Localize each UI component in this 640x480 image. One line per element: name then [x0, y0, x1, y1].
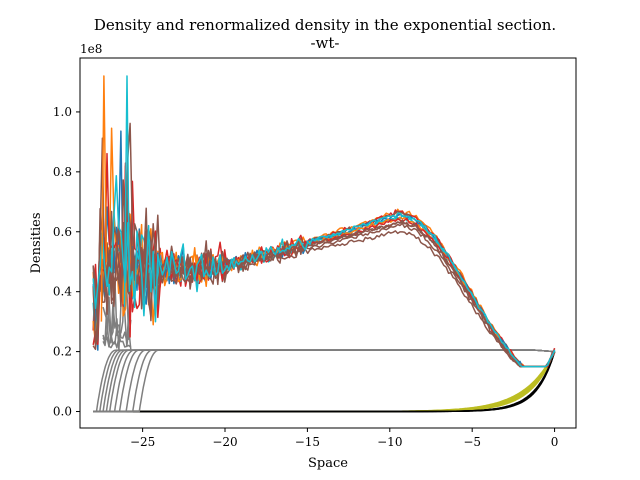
exp-tail-line-0-1 [93, 351, 556, 413]
plot-area [92, 75, 556, 413]
x-axis: −25 −20 −15 −10 −5 0 [130, 428, 558, 449]
density-spike-cyan [123, 75, 131, 307]
exp-tail-line-1-0 [93, 351, 556, 413]
renormalized-density-line-8 [93, 349, 555, 413]
renormalized-density-line-7 [93, 349, 555, 413]
x-tick-label: −15 [295, 435, 320, 449]
renormalized-density-line-5 [93, 349, 555, 413]
x-tick-label: −10 [377, 435, 402, 449]
y-tick-label: 0.6 [53, 225, 72, 239]
exp-tail-line-1-3 [93, 351, 556, 413]
exp-tail-line-1-2 [93, 351, 556, 413]
renormalized-density-line-4 [93, 349, 555, 413]
x-tick-label: −5 [463, 435, 481, 449]
exp-tail-line-1-1 [93, 351, 556, 413]
exp-tail-line-0-4 [93, 351, 556, 413]
x-tick-label: −20 [212, 435, 237, 449]
renormalized-density-line-0 [93, 349, 555, 413]
density-spike-orange [100, 75, 108, 322]
y-axis-label: Densities [29, 212, 44, 273]
exp-tail-line-0-5 [93, 351, 556, 413]
x-tick-label: −25 [130, 435, 155, 449]
x-axis-label: Space [308, 456, 348, 471]
renormalized-density-line-1 [93, 349, 555, 413]
y-offset-label: 1e8 [80, 42, 102, 56]
renormalized-density-line-6 [93, 349, 555, 413]
renormalized-density-line-3 [93, 349, 555, 413]
y-axis: 0.0 0.2 0.4 0.6 0.8 1.0 [53, 105, 80, 419]
y-tick-label: 0.0 [53, 405, 72, 419]
y-tick-label: 1.0 [53, 105, 72, 119]
plot-frame [79, 57, 577, 429]
exp-tail-line-0-3 [93, 351, 556, 413]
density-line-11 [92, 174, 556, 368]
density-line-8 [92, 122, 555, 368]
exp-tail-line-0-2 [93, 351, 556, 413]
renormalized-density-line-2 [93, 349, 555, 413]
density-line-0 [92, 208, 556, 368]
x-tick-label: 0 [551, 435, 559, 449]
density-line-3 [92, 130, 556, 368]
density-line-9 [92, 207, 556, 368]
y-tick-label: 0.4 [53, 285, 72, 299]
chart-title: Density and renormalized density in the … [94, 16, 556, 34]
chart-subtitle: -wt- [310, 34, 339, 52]
y-tick-label: 0.8 [53, 165, 72, 179]
exp-tail-line-0-0 [93, 351, 556, 413]
density-line-10 [92, 206, 556, 368]
renormalized-density-line-9 [93, 349, 555, 413]
y-tick-label: 0.2 [53, 345, 72, 359]
